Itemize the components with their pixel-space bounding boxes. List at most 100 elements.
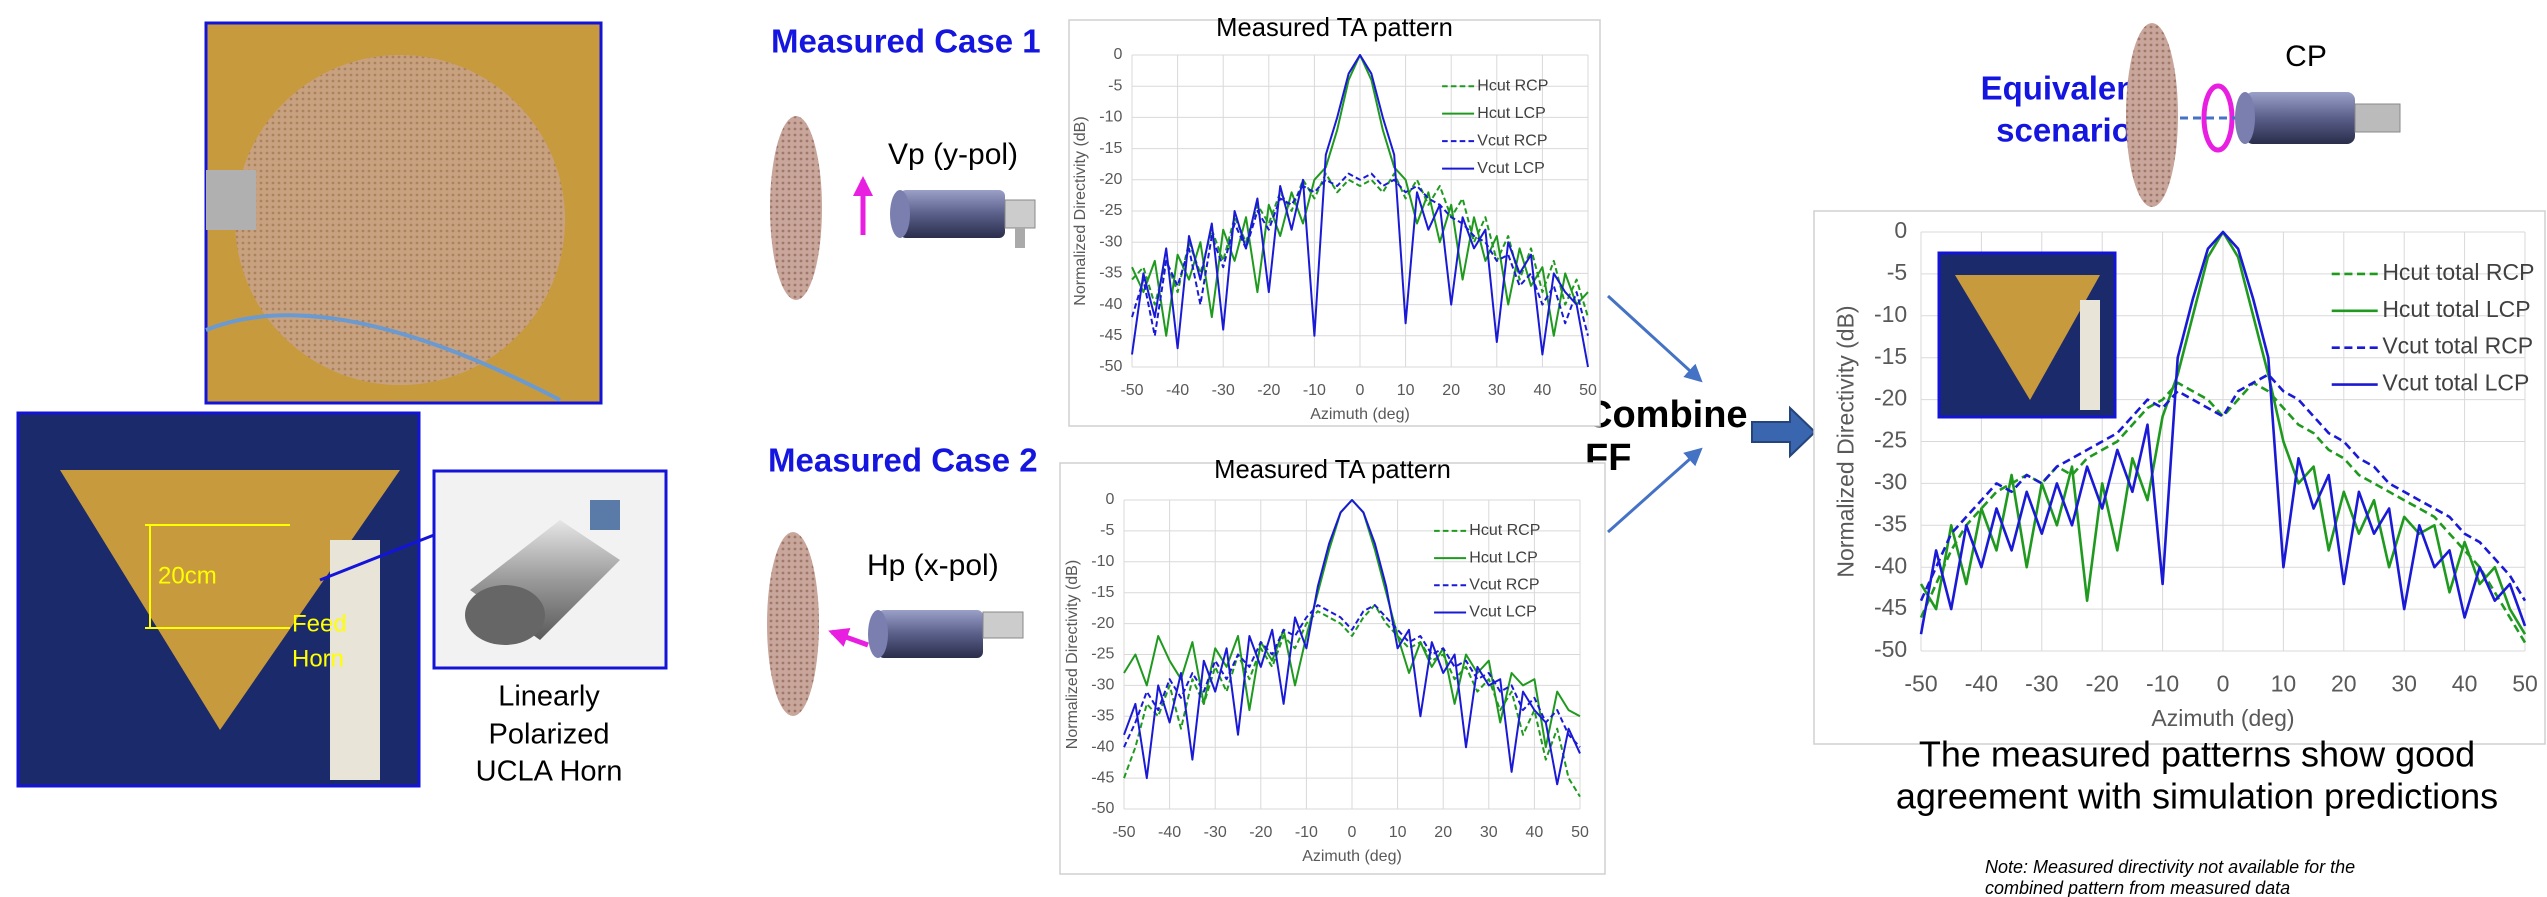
x-tick-label: 50: [2512, 671, 2538, 697]
y-tick-label: -40: [1091, 738, 1114, 755]
y-axis-label: Normalized Directivity (dB): [1072, 116, 1089, 305]
y-tick-label: -45: [1874, 594, 1907, 620]
horn-caption: UCLA Horn: [476, 756, 623, 788]
flow-arrow: [1606, 294, 1703, 383]
equivalent-label: scenario: [1996, 112, 2132, 149]
x-tick-label: -30: [1204, 824, 1227, 841]
photo-horn: [432, 469, 668, 670]
x-tick-label: -30: [2025, 671, 2058, 697]
case-title: Measured Case 1: [771, 23, 1041, 60]
x-tick-label: -40: [1965, 671, 1998, 697]
y-axis-label: Normalized Directivity (dB): [1832, 305, 1858, 577]
y-tick-label: -15: [1091, 584, 1114, 601]
x-tick-label: -40: [1158, 824, 1181, 841]
note: Note: Measured directivity not available…: [1985, 857, 2355, 877]
x-tick-label: -10: [2146, 671, 2179, 697]
legend-label: Vcut total LCP: [2382, 370, 2529, 396]
x-tick-label: 20: [1434, 824, 1452, 841]
y-tick-label: -20: [1091, 615, 1114, 632]
horn-icon: [890, 190, 1036, 248]
x-tick-label: 30: [1488, 382, 1506, 399]
legend-label: Hcut total LCP: [2382, 296, 2530, 322]
x-tick-label: -20: [1249, 824, 1272, 841]
x-tick-label: -20: [1257, 382, 1280, 399]
chart-frame: [1813, 210, 2546, 745]
y-tick-label: -50: [1091, 800, 1114, 817]
x-tick-label: 0: [2217, 671, 2230, 697]
horn-caption: Linearly: [498, 681, 600, 713]
x-tick-label: 50: [1579, 382, 1597, 399]
y-tick-label: -25: [1099, 202, 1122, 219]
y-tick-label: -25: [1874, 427, 1907, 453]
combine-label: Combine: [1585, 394, 1748, 436]
x-tick-label: 30: [1480, 824, 1498, 841]
y-tick-label: -25: [1091, 646, 1114, 663]
y-tick-label: -30: [1091, 677, 1114, 694]
y-tick-label: -20: [1874, 385, 1907, 411]
y-tick-label: -10: [1099, 109, 1122, 126]
legend-label: Vcut LCP: [1469, 604, 1537, 621]
y-tick-label: -15: [1099, 140, 1122, 157]
conclusion: agreement with simulation predictions: [1896, 776, 2498, 817]
y-tick-label: 0: [1894, 217, 1907, 243]
x-tick-label: 10: [1397, 382, 1415, 399]
legend-label: Vcut LCP: [1477, 160, 1545, 177]
y-tick-label: 0: [1113, 46, 1122, 63]
dimension-label: 20cm: [158, 562, 217, 589]
horn-icon: [868, 610, 1024, 658]
chart-title: Measured TA pattern: [1216, 14, 1453, 42]
legend-label: Vcut RCP: [1469, 577, 1539, 594]
x-tick-label: 40: [1534, 382, 1552, 399]
inset-photo: [1937, 251, 2117, 419]
y-tick-label: -35: [1874, 510, 1907, 536]
x-tick-label: -50: [1120, 382, 1143, 399]
x-tick-label: 20: [2331, 671, 2357, 697]
x-tick-label: -30: [1212, 382, 1235, 399]
y-tick-label: -45: [1099, 327, 1122, 344]
legend-label: Vcut RCP: [1477, 132, 1547, 149]
y-axis-label: Normalized Directivity (dB): [1064, 560, 1081, 749]
x-tick-label: 10: [1389, 824, 1407, 841]
x-tick-label: -50: [1904, 671, 1937, 697]
legend-label: Hcut total RCP: [2382, 259, 2534, 285]
y-tick-label: -30: [1874, 468, 1907, 494]
note: combined pattern from measured data: [1985, 878, 2290, 897]
y-tick-label: -10: [1874, 301, 1907, 327]
array-icon: [770, 116, 822, 300]
y-tick-label: -40: [1099, 296, 1122, 313]
series-line: [1919, 381, 2527, 644]
x-axis-label: Azimuth (deg): [1310, 406, 1410, 423]
y-tick-label: -10: [1091, 553, 1114, 570]
chart-title: Measured TA pattern: [1214, 456, 1451, 484]
y-tick-label: -35: [1091, 708, 1114, 725]
x-tick-label: 30: [2391, 671, 2417, 697]
x-tick-label: 0: [1348, 824, 1357, 841]
legend-label: Hcut LCP: [1469, 549, 1537, 566]
y-tick-label: -15: [1874, 343, 1907, 369]
x-tick-label: 20: [1442, 382, 1460, 399]
y-tick-label: -40: [1874, 552, 1907, 578]
horn-caption: Polarized: [489, 719, 610, 751]
y-tick-label: -5: [1100, 522, 1114, 539]
y-tick-label: -30: [1099, 233, 1122, 250]
chart-frame: [1068, 19, 1601, 427]
array-icon: [2126, 23, 2178, 207]
pol-label: CP: [2285, 40, 2327, 73]
feed-label: Horn: [292, 645, 344, 672]
x-tick-label: -10: [1295, 824, 1318, 841]
x-tick-label: 50: [1571, 824, 1589, 841]
photo-setup: 20cm Feed Horn: [16, 411, 435, 788]
series-line: [1123, 499, 1581, 786]
series-line: [1131, 172, 1589, 337]
x-tick-label: 10: [2271, 671, 2297, 697]
y-tick-label: 0: [1105, 491, 1114, 508]
charts: Measured TA pattern 0 -5 -10 -15 -20 -25 -30 -35…: [1059, 14, 2546, 875]
photo-reflectarray: [204, 21, 603, 405]
x-tick-label: 40: [1526, 824, 1544, 841]
y-tick-label: -50: [1099, 358, 1122, 375]
y-tick-label: -50: [1874, 636, 1907, 662]
feed-label: Feed: [292, 610, 347, 637]
conclusion: The measured patterns show good: [1919, 734, 2475, 775]
series-line: [1131, 54, 1589, 368]
